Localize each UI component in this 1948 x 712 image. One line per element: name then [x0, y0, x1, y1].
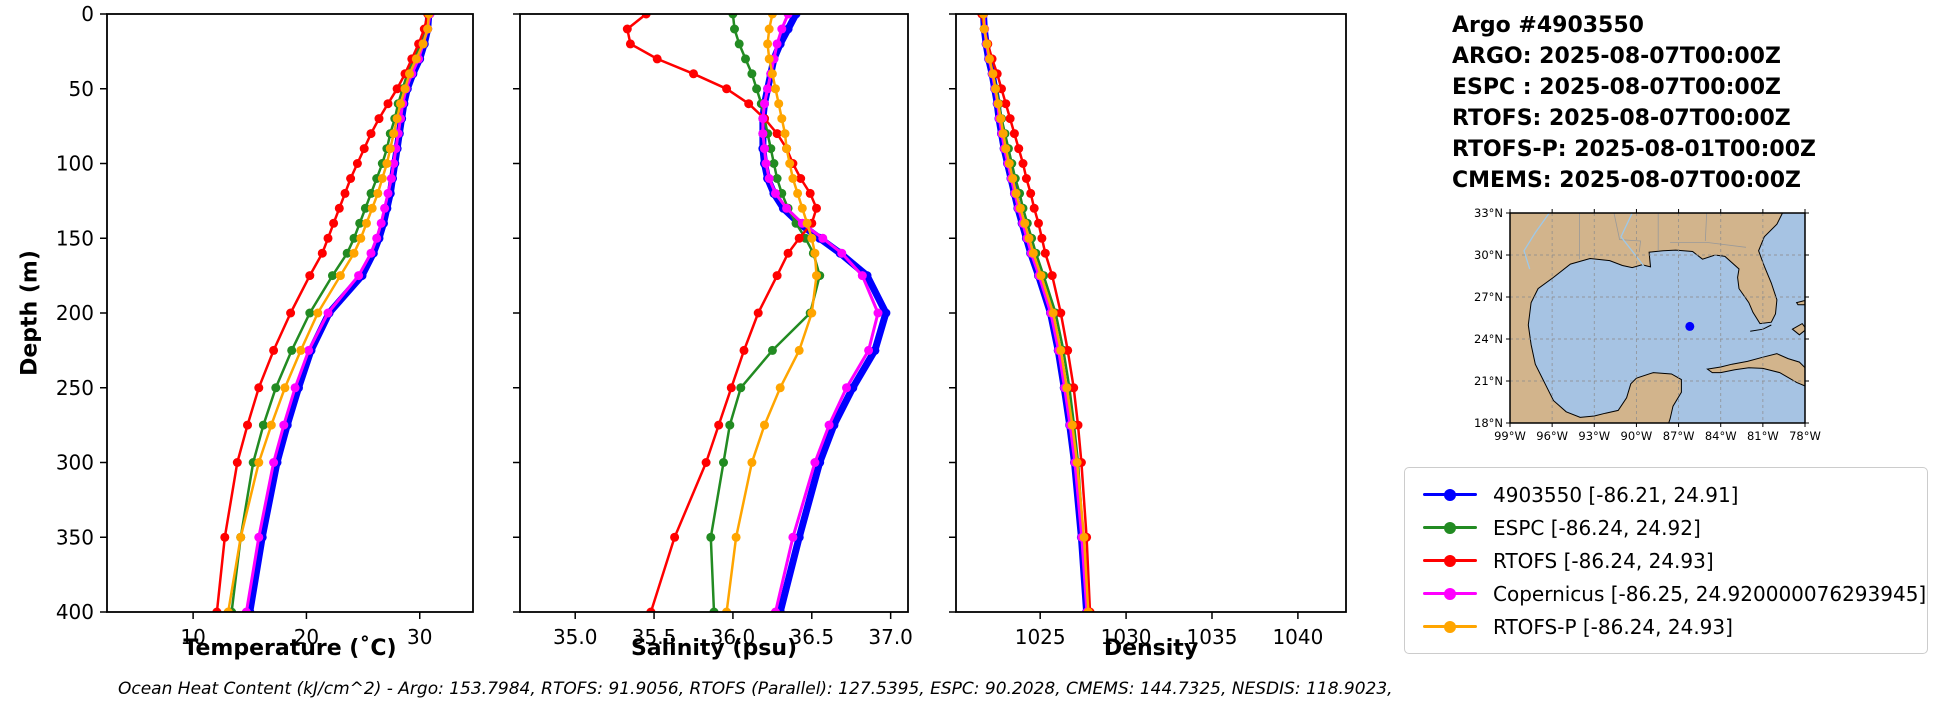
timestamp-argo: ARGO: 2025-08-07T00:00Z	[1452, 44, 1781, 69]
x-tick-label: 10	[180, 625, 205, 649]
axes-frame	[955, 13, 1347, 613]
map-land	[1791, 322, 1805, 336]
y-tick-label: 250	[56, 376, 94, 400]
legend-label: Copernicus [-86.25, 24.920000076293945]	[1493, 581, 1927, 606]
x-tick-label: 1030	[1101, 625, 1152, 649]
legend-dot-icon	[1444, 620, 1456, 633]
legend-label: 4903550 [-86.21, 24.91]	[1493, 482, 1739, 507]
series-RTOFS-P	[722, 14, 821, 612]
map-lat-label: 30°N	[1474, 248, 1503, 262]
location-map-svg: 99°W 96°W 93°W 90°W 87°W 84°W 81°W 78°W 33°N 30°N…	[1474, 206, 1821, 443]
map-border	[1704, 213, 1708, 242]
map-land	[1795, 299, 1805, 306]
x-tick-label: 36.5	[790, 625, 835, 649]
chart-panel-2: 1025 1030 1035 1040	[949, 13, 1347, 649]
timestamp-espc: ESPC : 2025-08-07T00:00Z	[1452, 75, 1781, 100]
map-lon-label: 96°W	[1536, 429, 1568, 443]
timestamp-cmems: CMEMS: 2025-08-07T00:00Z	[1452, 168, 1801, 193]
profile-charts-svg: 0 50 100 150 200 250 300 350 400 10 20 30 35.0 35.5 36…	[56, 2, 1347, 649]
x-tick-label: 35.5	[632, 625, 677, 649]
map-lon-label: 81°W	[1747, 429, 1779, 443]
x-tick-label: 1035	[1187, 625, 1238, 649]
map-lon-label: 87°W	[1663, 429, 1695, 443]
axes-frame	[106, 13, 474, 613]
y-tick-label: 100	[56, 152, 94, 176]
legend-line-marker-icon	[1423, 587, 1477, 600]
profile-charts: 0 50 100 150 200 250 300 350 400 10 20 30 35.0 35.5 36…	[56, 2, 1347, 649]
legend-dot-icon	[1444, 521, 1456, 534]
legend-item: ESPC [-86.24, 24.92]	[1423, 511, 1927, 544]
legend-label: ESPC [-86.24, 24.92]	[1493, 515, 1701, 540]
float-position-marker	[1685, 321, 1695, 331]
x-tick-label: 20	[294, 625, 319, 649]
y-tick-label: 200	[56, 301, 94, 325]
timestamp-rtofs-p: RTOFS-P: 2025-08-01T00:00Z	[1452, 137, 1816, 162]
map-land	[1706, 353, 1805, 387]
map-lat-label: 24°N	[1474, 332, 1503, 346]
xlabel-temperature: Temperature (˚C)	[183, 636, 397, 661]
map-frame	[1509, 212, 1806, 424]
x-tick-label: 36.0	[711, 625, 756, 649]
legend-line-marker-icon	[1423, 620, 1477, 633]
series-RTOFS	[622, 14, 821, 612]
timestamp-rtofs: RTOFS: 2025-08-07T00:00Z	[1452, 106, 1791, 131]
y-tick-label: 0	[81, 2, 94, 26]
y-tick-label: 300	[56, 451, 94, 475]
x-tick-label: 1025	[1015, 625, 1066, 649]
map-lon-label: 99°W	[1494, 429, 1526, 443]
map-lon-label: 93°W	[1578, 429, 1610, 443]
chart-panel-1: 35.0 35.5 36.0 36.5 37.0	[513, 13, 913, 649]
legend-dot-icon	[1444, 554, 1456, 567]
series-Copernicus	[241, 14, 435, 612]
map-lon-label: 84°W	[1705, 429, 1737, 443]
map-lat-label: 27°N	[1474, 290, 1503, 304]
series-RTOFS-P	[223, 14, 434, 612]
y-tick-label: 350	[56, 525, 94, 549]
x-tick-label: 35.0	[553, 625, 598, 649]
figure-title: Argo #4903550	[1452, 13, 1644, 38]
legend-item: 4903550 [-86.21, 24.91]	[1423, 478, 1927, 511]
legend-item: RTOFS-P [-86.24, 24.93]	[1423, 610, 1927, 643]
axes-frame	[519, 13, 909, 613]
x-tick-label: 30	[407, 625, 432, 649]
legend-line-marker-icon	[1423, 488, 1477, 501]
ohc-footnote: Ocean Heat Content (kJ/cm^2) - Argo: 153…	[118, 679, 1393, 699]
legend-line-marker-icon	[1423, 554, 1477, 567]
legend-dot-icon	[1444, 488, 1456, 501]
legend-box: 4903550 [-86.21, 24.91] ESPC [-86.24, 24…	[1404, 467, 1928, 654]
legend-item: Copernicus [-86.25, 24.920000076293945]	[1423, 577, 1927, 610]
legend-item: RTOFS [-86.24, 24.93]	[1423, 544, 1927, 577]
map-lat-label: 18°N	[1474, 416, 1503, 430]
location-map: 99°W 96°W 93°W 90°W 87°W 84°W 81°W 78°W 33°N 30°N…	[1458, 203, 1838, 453]
map-lon-label: 90°W	[1621, 429, 1653, 443]
map-land	[1510, 213, 1784, 423]
map-river	[1523, 213, 1550, 270]
map-border	[1670, 242, 1747, 248]
legend-line-marker-icon	[1423, 521, 1477, 534]
series-RTOFS-P	[979, 14, 1093, 612]
y-tick-label: 150	[56, 226, 94, 250]
x-tick-label: 1040	[1272, 625, 1323, 649]
legend-label: RTOFS-P [-86.24, 24.93]	[1493, 614, 1733, 639]
map-lon-label: 78°W	[1789, 429, 1821, 443]
map-border	[1613, 213, 1642, 253]
figure-header: Argo #4903550 ARGO: 2025-08-07T00:00Z ES…	[1452, 10, 1816, 196]
legend-label: RTOFS [-86.24, 24.93]	[1493, 548, 1714, 573]
xlabel-density: Density	[1103, 636, 1199, 661]
y-tick-label: 400	[56, 600, 94, 624]
y-tick-label: 50	[69, 77, 94, 101]
xlabel-salinity: Salinity (psu)	[630, 636, 798, 661]
map-lat-label: 33°N	[1474, 206, 1503, 220]
legend-dot-icon	[1444, 587, 1456, 600]
map-lat-label: 21°N	[1474, 374, 1503, 388]
chart-panel-0: 0 50 100 150 200 250 300 350 400 10 20 30	[56, 2, 474, 649]
map-river	[1620, 213, 1646, 268]
x-tick-label: 37.0	[868, 625, 913, 649]
